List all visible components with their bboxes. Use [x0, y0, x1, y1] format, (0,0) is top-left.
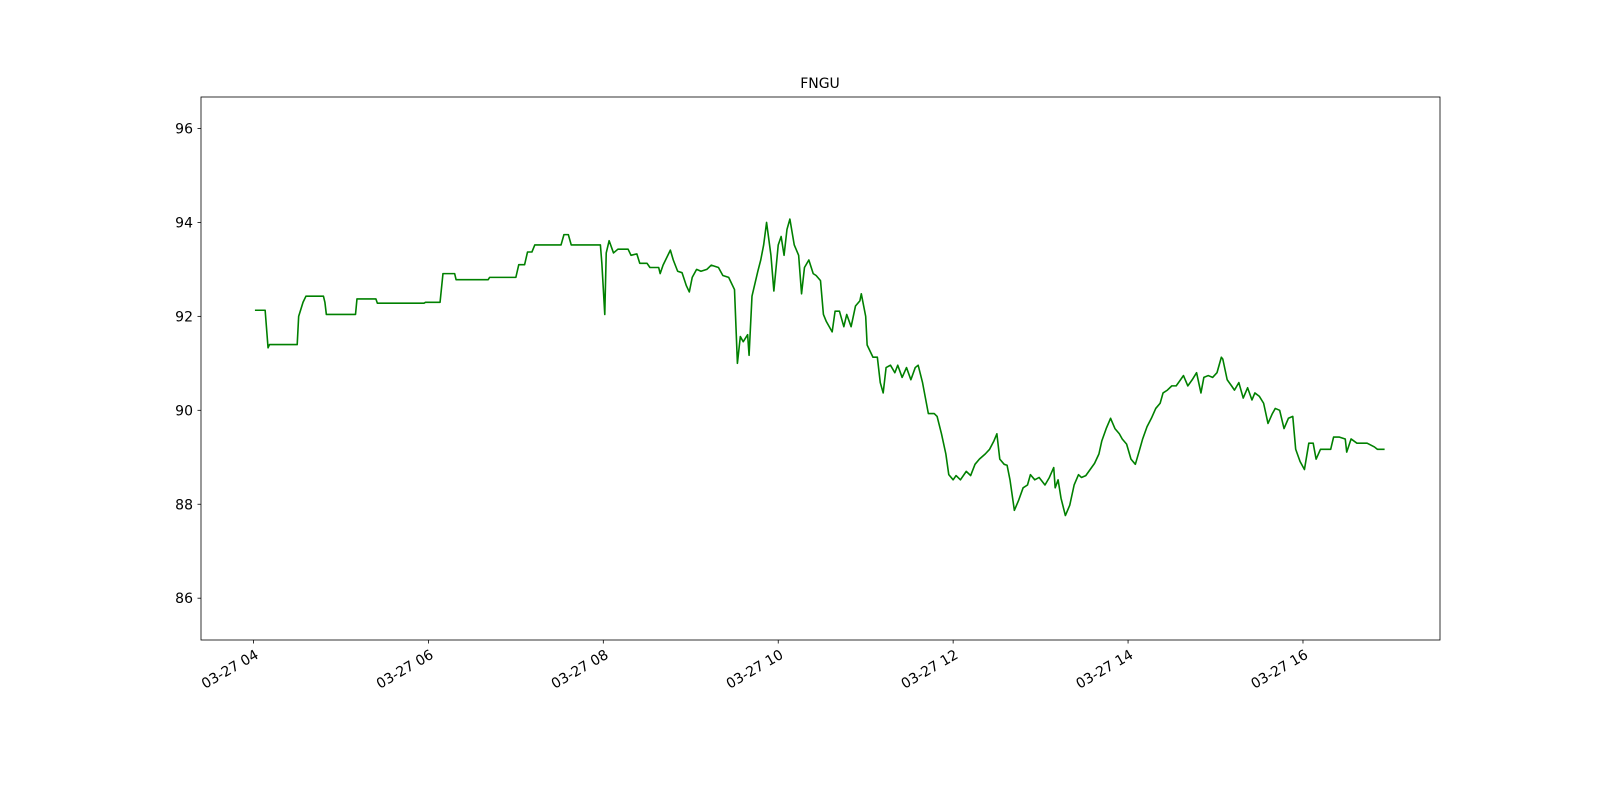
plot-frame — [200, 96, 1441, 641]
x-tick-label: 03-27 14 — [1074, 647, 1137, 692]
x-tick-label: 03-27 08 — [549, 647, 612, 692]
price-line — [254, 218, 1385, 517]
chart-title: FNGU — [800, 76, 840, 92]
x-tick-label: 03-27 04 — [199, 647, 262, 692]
x-tick-label: 03-27 06 — [374, 647, 437, 692]
x-tick-label: 03-27 10 — [724, 647, 787, 692]
y-tick-label: 88 — [175, 497, 193, 513]
y-tick-label: 94 — [175, 215, 193, 231]
y-tick-label: 90 — [175, 403, 193, 419]
y-tick-label: 96 — [175, 121, 193, 137]
y-tick-label: 92 — [175, 309, 193, 325]
y-tick-label: 86 — [175, 591, 193, 607]
x-tick-label: 03-27 16 — [1248, 647, 1311, 692]
x-tick-label: 03-27 12 — [899, 647, 962, 692]
